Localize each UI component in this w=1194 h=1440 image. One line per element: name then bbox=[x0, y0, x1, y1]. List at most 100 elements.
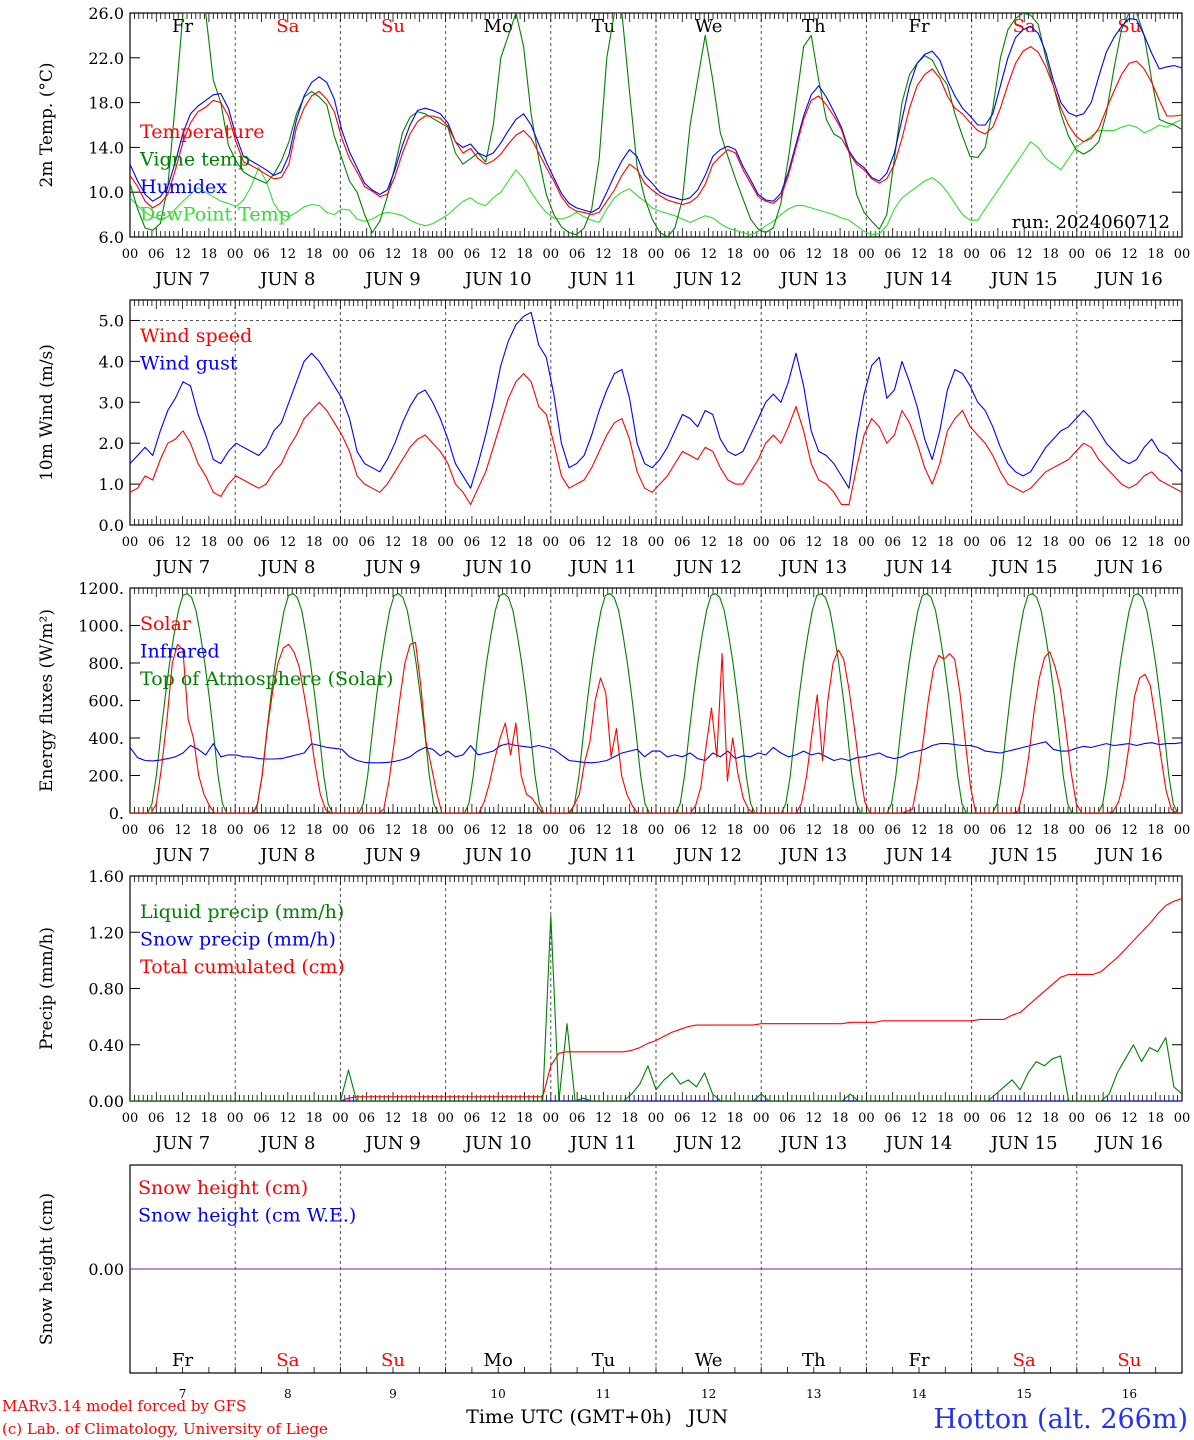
x-date-label: JUN 13 bbox=[778, 845, 847, 866]
x-hour-label: 18 bbox=[1147, 823, 1164, 838]
x-hour-label: 18 bbox=[832, 823, 849, 838]
x-hour-label: 12 bbox=[1121, 1111, 1138, 1126]
x-hour-label: 12 bbox=[595, 535, 612, 550]
x-hour-label: 18 bbox=[411, 535, 428, 550]
x-hour-label: 12 bbox=[385, 247, 402, 262]
legend-entry: Snow height (cm W.E.) bbox=[138, 1205, 356, 1227]
x-hour-label: 00 bbox=[332, 823, 349, 838]
x-hour-label: 12 bbox=[700, 1111, 717, 1126]
x-hour-label: 00 bbox=[227, 823, 244, 838]
x-hour-label: 00 bbox=[858, 823, 875, 838]
hour-ticks bbox=[129, 588, 1183, 813]
day-abbr-label: Tu bbox=[592, 1350, 616, 1371]
series-line-infrared bbox=[130, 741, 1182, 764]
x-hour-label: 06 bbox=[148, 1111, 165, 1126]
x-hour-label: 18 bbox=[937, 823, 954, 838]
legend-entry: Liquid precip (mm/h) bbox=[140, 901, 344, 923]
run-label: run: 2024060712 bbox=[1012, 212, 1170, 233]
y-tick-label: 1.20 bbox=[88, 923, 124, 942]
x-hour-label: 00 bbox=[858, 1111, 875, 1126]
x-hour-label: 06 bbox=[674, 1111, 691, 1126]
x-hour-label: 06 bbox=[674, 823, 691, 838]
x-hour-label: 06 bbox=[674, 247, 691, 262]
day-abbr-label: Mo bbox=[484, 16, 513, 37]
x-hour-label: 12 bbox=[1016, 247, 1033, 262]
y-tick-label: 600. bbox=[88, 692, 124, 711]
hour-ticks bbox=[129, 1367, 1183, 1373]
x-hour-label: 06 bbox=[779, 535, 796, 550]
x-hour-label: 18 bbox=[1147, 247, 1164, 262]
hour-ticks bbox=[129, 300, 1183, 525]
x-hour-label: 12 bbox=[174, 823, 191, 838]
x-hour-label: 06 bbox=[569, 823, 586, 838]
x-hour-label: 18 bbox=[727, 823, 744, 838]
series-group bbox=[130, 311, 1182, 506]
legend-entry: Total cumulated (cm) bbox=[140, 956, 345, 978]
x-date-label: JUN 7 bbox=[153, 845, 210, 866]
x-hour-label: 12 bbox=[700, 823, 717, 838]
x-hour-label: 12 bbox=[911, 535, 928, 550]
x-hour-label: 00 bbox=[1069, 247, 1086, 262]
x-hour-label: 00 bbox=[858, 247, 875, 262]
y-tick-label: 4.0 bbox=[99, 352, 124, 371]
x-hour-label: 18 bbox=[411, 823, 428, 838]
x-hour-label: 06 bbox=[464, 1111, 481, 1126]
copyright-line: (c) Lab. of Climatology, University of L… bbox=[2, 1420, 328, 1438]
x-hour-label: 00 bbox=[963, 1111, 980, 1126]
x-hour-label: 18 bbox=[832, 535, 849, 550]
x-hour-label: 06 bbox=[253, 1111, 270, 1126]
x-hour-label: 06 bbox=[358, 1111, 375, 1126]
x-hour-label: 06 bbox=[569, 535, 586, 550]
x-date-label: JUN 12 bbox=[673, 557, 742, 578]
series-line-liquid-precip-mm-h bbox=[130, 914, 1182, 1101]
x-hour-label: 06 bbox=[990, 247, 1007, 262]
x-date-label: JUN 8 bbox=[258, 845, 315, 866]
x-hour-label: 06 bbox=[464, 535, 481, 550]
x-date-label: JUN 10 bbox=[463, 845, 532, 866]
x-hour-label: 12 bbox=[595, 247, 612, 262]
legend-entry: Top of Atmosphere (Solar) bbox=[140, 668, 393, 690]
x-hour-label: 12 bbox=[700, 535, 717, 550]
model-line: MARv3.14 model forced by GFS bbox=[2, 1397, 246, 1415]
x-date-label: JUN 16 bbox=[1094, 845, 1163, 866]
y-tick-label: 200. bbox=[88, 767, 124, 786]
x-hour-label: 06 bbox=[253, 247, 270, 262]
x-date-label: JUN 7 bbox=[153, 1133, 210, 1154]
x-hour-label: 12 bbox=[595, 823, 612, 838]
x-hour-label: 00 bbox=[963, 823, 980, 838]
x-hour-label: 00 bbox=[543, 247, 560, 262]
x-hour-label: 18 bbox=[1042, 823, 1059, 838]
series-line-humidex bbox=[130, 18, 1182, 213]
x-hour-label: 18 bbox=[621, 247, 638, 262]
x-hour-label: 00 bbox=[543, 823, 560, 838]
day-number-label: 13 bbox=[806, 1387, 821, 1401]
x-hour-label: 18 bbox=[727, 1111, 744, 1126]
x-hour-label: 00 bbox=[648, 247, 665, 262]
x-hour-label: 12 bbox=[1016, 823, 1033, 838]
series-line-temperature bbox=[130, 46, 1182, 216]
x-hour-label: 06 bbox=[148, 823, 165, 838]
x-hour-label: 00 bbox=[963, 535, 980, 550]
x-date-label: JUN 15 bbox=[989, 269, 1058, 290]
x-date-label: JUN 12 bbox=[673, 845, 742, 866]
x-date-label: JUN 9 bbox=[363, 557, 420, 578]
x-hour-label: 06 bbox=[674, 535, 691, 550]
legend-entry: DewPoint Temp bbox=[140, 204, 291, 226]
day-abbr-label: Fr bbox=[908, 1350, 929, 1371]
day-abbr-label: Sa bbox=[1013, 1350, 1036, 1371]
x-hour-label: 00 bbox=[543, 535, 560, 550]
x-hour-label: 00 bbox=[332, 247, 349, 262]
series-line-wind-speed bbox=[130, 373, 1182, 506]
x-hour-label: 06 bbox=[569, 1111, 586, 1126]
x-hour-label: 12 bbox=[1016, 535, 1033, 550]
x-date-label: JUN 9 bbox=[363, 1133, 420, 1154]
legend-entry: Infrared bbox=[140, 641, 220, 663]
panel-4: 0.00 0.40 0.80 1.20 1.60 Precip (mm/h) 00 06 12 1… bbox=[37, 867, 1190, 1154]
x-date-label: JUN 15 bbox=[989, 1133, 1058, 1154]
day-number-label: 11 bbox=[596, 1387, 611, 1401]
day-abbr-label: Fr bbox=[908, 16, 929, 37]
x-hour-label: 18 bbox=[306, 1111, 323, 1126]
day-abbr-label: Su bbox=[381, 1350, 405, 1371]
legend-entry: Vigne temp bbox=[139, 149, 250, 171]
